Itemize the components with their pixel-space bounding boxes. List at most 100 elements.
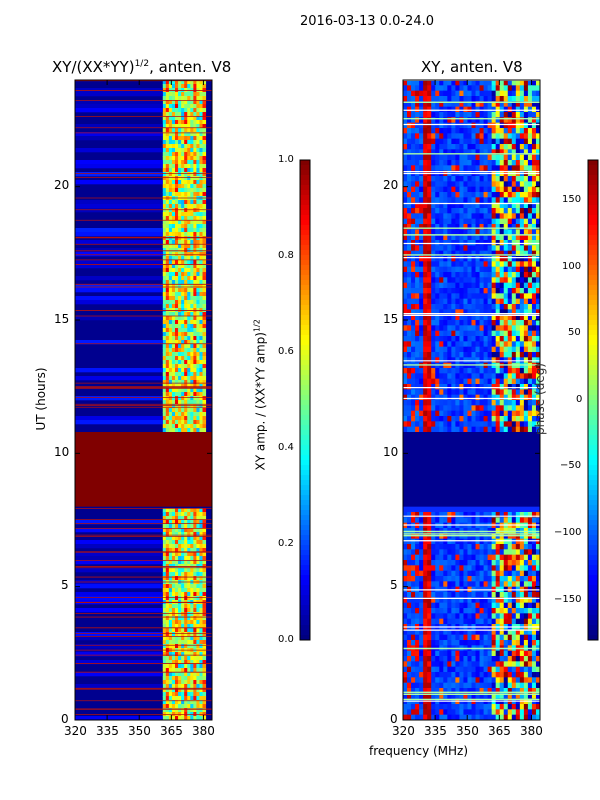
heatmap-cell	[535, 128, 541, 134]
heatmap-cell	[423, 229, 428, 236]
heatmap-cell	[171, 324, 176, 329]
heatmap-cell	[439, 112, 444, 118]
heatmap-cell	[184, 364, 188, 369]
heatmap-cell	[415, 112, 420, 118]
heatmap-cell	[435, 298, 440, 305]
heatmap-cell	[193, 212, 197, 217]
heatmap-cell	[171, 300, 176, 305]
heatmap-cell	[515, 389, 521, 396]
heatmap-cell	[178, 136, 182, 141]
heatmap-cell	[495, 160, 501, 166]
heatmap-cell	[193, 420, 197, 425]
heatmap-cell	[503, 565, 509, 572]
heatmap-cell	[165, 268, 170, 273]
heatmap-cell	[174, 324, 179, 329]
heatmap-cell	[483, 330, 489, 337]
heatmap-cell	[181, 620, 185, 625]
heatmap-cell	[463, 352, 468, 358]
heatmap-cell	[411, 400, 416, 406]
heatmap-cell	[403, 378, 408, 385]
heatmap-cell	[479, 309, 484, 316]
heatmap-cell	[535, 352, 541, 358]
heatmap-cell	[523, 128, 529, 134]
heatmap-cell	[181, 412, 185, 417]
heatmap-cell	[162, 392, 167, 397]
heatmap-cell	[196, 120, 200, 125]
heatmap-cell	[165, 552, 170, 557]
heatmap-cell	[196, 592, 200, 597]
heatmap-cell	[190, 632, 194, 637]
heatmap-cell	[415, 570, 420, 577]
heatmap-cell	[443, 202, 448, 209]
heatmap-cell	[168, 204, 173, 209]
heatmap-cell	[174, 256, 179, 261]
heatmap-cell	[511, 410, 517, 417]
heatmap-cell	[475, 240, 480, 246]
heatmap-cell	[181, 280, 185, 285]
heatmap-cell	[491, 149, 497, 156]
heatmap-cell	[527, 416, 533, 422]
heatmap-cell	[196, 568, 200, 573]
heatmap-cell	[419, 352, 424, 358]
heatmap-cell	[515, 80, 521, 86]
heatmap-cell	[187, 540, 191, 545]
heatmap-cell	[443, 128, 448, 134]
heatmap-cell	[507, 90, 513, 97]
heatmap-cell	[403, 117, 408, 124]
colorbar-segment	[300, 430, 310, 436]
heatmap-cell	[174, 360, 179, 365]
heatmap-cell	[168, 416, 173, 421]
heatmap-cell	[487, 186, 493, 193]
heatmap-cell	[427, 581, 432, 588]
heatmap-cell	[447, 138, 452, 145]
heatmap-cell	[415, 405, 420, 412]
heatmap-cell	[184, 316, 188, 321]
heatmap-cell	[165, 608, 170, 613]
heatmap-cell	[168, 216, 173, 221]
heatmap-cell	[483, 181, 489, 188]
heatmap-cell	[455, 186, 460, 193]
heatmap-cell	[515, 250, 521, 257]
heatmap-cell	[451, 181, 456, 188]
heatmap-cell	[479, 421, 484, 428]
heatmap-cell	[459, 186, 464, 193]
heatmap-cell	[507, 368, 513, 374]
heatmap-cell	[174, 296, 179, 301]
heatmap-cell	[190, 168, 194, 173]
heatmap-cell	[523, 218, 529, 225]
heatmap-cell	[455, 538, 460, 545]
heatmap-cell	[483, 384, 489, 390]
heatmap-cell	[511, 133, 517, 140]
heatmap-cell	[479, 293, 484, 300]
heatmap-cell	[202, 520, 207, 525]
heatmap-cell	[519, 256, 525, 262]
heatmap-cell	[199, 132, 204, 137]
heatmap-cell	[439, 208, 444, 214]
heatmap-cell	[196, 216, 200, 221]
heatmap-cell	[184, 304, 188, 309]
heatmap-cell	[199, 232, 204, 237]
heatmap-cell	[451, 234, 456, 241]
heatmap-cell	[479, 304, 484, 310]
heatmap-cell	[411, 549, 416, 556]
heatmap-cell	[181, 152, 185, 157]
heatmap-cell	[199, 680, 204, 685]
heatmap-cell	[523, 400, 529, 406]
heatmap-cell	[411, 80, 416, 86]
heatmap-cell	[196, 400, 200, 405]
heatmap-cell	[511, 106, 517, 113]
heatmap-cell	[463, 240, 468, 246]
heatmap-cell	[199, 84, 204, 89]
heatmap-cell	[174, 372, 179, 377]
heatmap-cell	[507, 336, 513, 342]
heatmap-cell	[431, 197, 436, 204]
colorbar-segment	[300, 225, 310, 231]
heatmap-cell	[162, 84, 167, 89]
heatmap-cell	[184, 340, 188, 345]
heatmap-cell	[178, 368, 182, 373]
heatmap-cell	[491, 426, 497, 433]
heatmap-cell	[427, 373, 432, 380]
heatmap-cell	[487, 517, 493, 524]
heatmap-cell	[447, 554, 452, 561]
heatmap-cell	[439, 149, 444, 156]
